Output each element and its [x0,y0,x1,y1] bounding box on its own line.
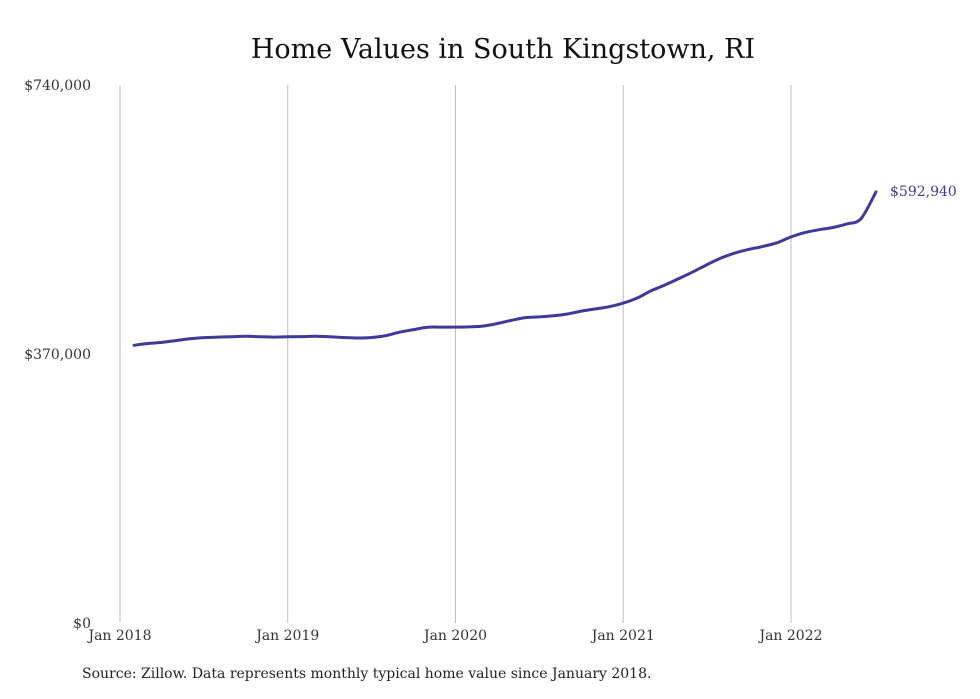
chart-title: Home Values in South Kingstown, RI [251,34,755,65]
series-line [132,190,878,347]
x-tick-label: Jan 2020 [422,628,487,644]
end-value-label: $592,940 [890,184,957,200]
y-tick-label: $0 [73,616,91,632]
y-tick-label: $370,000 [24,347,91,363]
x-tick-label: Jan 2018 [86,628,151,644]
x-tick-label: Jan 2021 [590,628,655,644]
y-tick-label: $740,000 [24,78,91,94]
x-tick-label: Jan 2022 [757,628,822,644]
series-layer [132,190,878,347]
x-axis-ticks: Jan 2018 Jan 2019 Jan 2020 Jan 2021 Jan 2022 [86,628,822,644]
source-note: Source: Zillow. Data represents monthly … [82,666,652,682]
grid-layer [119,85,792,623]
line-chart: Home Values in South Kingstown, RI $0 $37… [24,34,957,644]
x-tick-label: Jan 2019 [254,628,319,644]
y-axis-ticks: $0 $370,000 $740,000 [24,78,91,632]
